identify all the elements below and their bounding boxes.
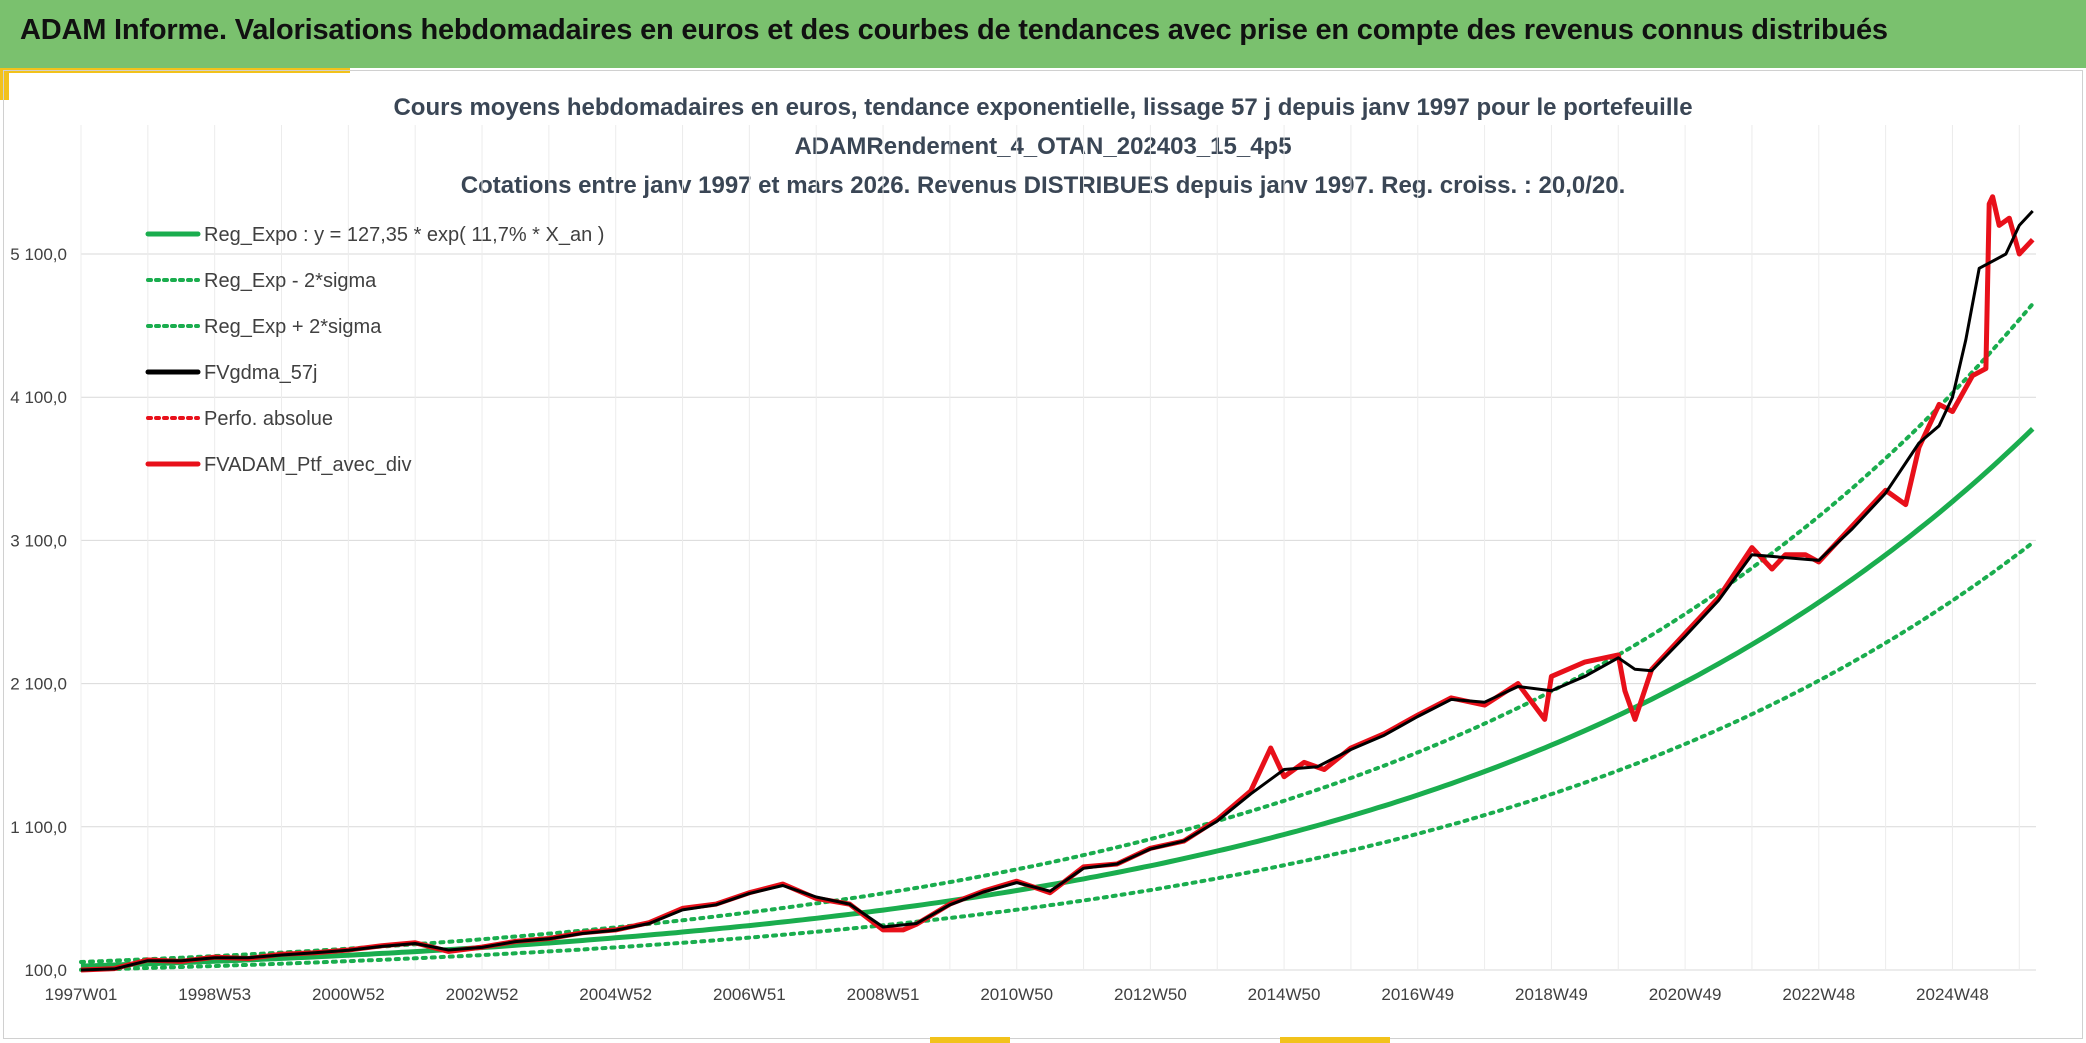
x-tick-label: 2022W48 bbox=[1782, 985, 1855, 1004]
x-tick-label: 2012W50 bbox=[1114, 985, 1187, 1004]
x-tick-label: 2018W49 bbox=[1515, 985, 1588, 1004]
grid-layer bbox=[80, 125, 2036, 971]
x-tick-label: 1998W53 bbox=[178, 985, 251, 1004]
regression-line bbox=[80, 427, 2035, 969]
chart-title-line-1: Cours moyens hebdomadaires en euros, ten… bbox=[393, 94, 1693, 121]
y-tick-label: 1 100,0 bbox=[10, 818, 67, 837]
legend-label: FVgdma_57j bbox=[204, 362, 317, 384]
x-tick-label: 2006W51 bbox=[713, 985, 786, 1004]
regression-lower-line bbox=[79, 540, 2035, 972]
x-tick-label: 2002W52 bbox=[446, 985, 519, 1004]
accent-bar-left bbox=[0, 68, 9, 100]
y-tick-label: 2 100,0 bbox=[10, 675, 67, 694]
x-tick-label: 2010W50 bbox=[980, 985, 1053, 1004]
x-tick-label: 1997W01 bbox=[45, 985, 118, 1004]
page-title: ADAM Informe. Valorisations hebdomadaire… bbox=[20, 14, 1888, 46]
legend-label: Perfo. absolue bbox=[204, 408, 333, 430]
legend-label: Reg_Expo : y = 127,35 * exp( 11,7% * X_a… bbox=[204, 224, 604, 246]
chart-title-line-3: Cotations entre janv 1997 et mars 2026. … bbox=[460, 172, 1626, 199]
header-banner: ADAM Informe. Valorisations hebdomadaire… bbox=[0, 0, 2086, 68]
axis-layer: 100,0 1 100,0 2 100,0 3 100,0 4 100,0 5 100,0… bbox=[10, 245, 1989, 1004]
legend-label: Reg_Exp - 2*sigma bbox=[204, 270, 377, 292]
x-tick-label: 2020W49 bbox=[1649, 985, 1722, 1004]
legend-label: FVADAM_Ptf_avec_div bbox=[204, 454, 412, 476]
chart-title-line-2: ADAMRendement_4_OTAN_202403_15_4p5 bbox=[794, 133, 1292, 160]
series-portfolio-line bbox=[80, 194, 2035, 973]
legend-label: Reg_Exp + 2*sigma bbox=[204, 316, 382, 338]
chart-frame bbox=[3, 70, 2083, 1039]
x-tick-label: 2024W48 bbox=[1916, 985, 1989, 1004]
accent-bar-bottom-2 bbox=[1280, 1037, 1390, 1043]
y-tick-label: 5 100,0 bbox=[10, 245, 67, 264]
y-tick-label: 3 100,0 bbox=[10, 531, 67, 550]
accent-bar-bottom-1 bbox=[930, 1037, 1010, 1043]
regression-upper-line bbox=[79, 301, 2035, 964]
x-tick-label: 2008W51 bbox=[847, 985, 920, 1004]
y-tick-label: 100,0 bbox=[24, 961, 67, 980]
x-tick-label: 2004W52 bbox=[579, 985, 652, 1004]
x-tick-label: 2014W50 bbox=[1248, 985, 1321, 1004]
y-tick-label: 4 100,0 bbox=[10, 388, 67, 407]
series-smoothed-line bbox=[80, 209, 2034, 972]
x-tick-label: 2000W52 bbox=[312, 985, 385, 1004]
x-tick-label: 2016W49 bbox=[1381, 985, 1454, 1004]
legend-layer: Reg_Expo : y = 127,35 * exp( 11,7% * X_a… bbox=[145, 224, 604, 476]
series-layer bbox=[79, 194, 2035, 973]
